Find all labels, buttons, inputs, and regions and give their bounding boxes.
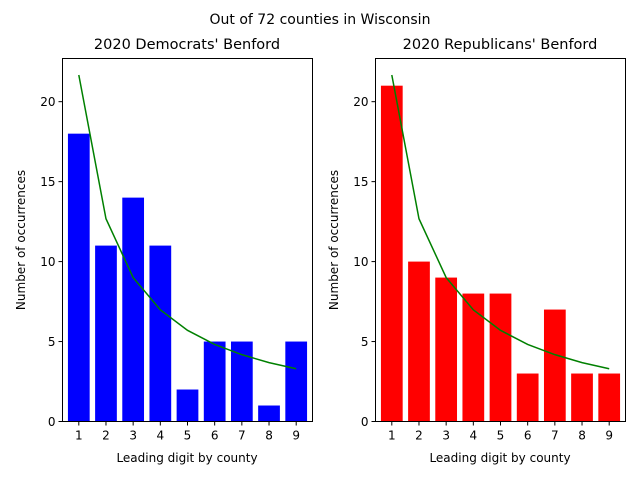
republicans-xtick-label-5: 5: [497, 429, 505, 443]
democrats-ytick-label-15: 15: [40, 175, 55, 189]
figure-suptitle: Out of 72 counties in Wisconsin: [210, 12, 431, 28]
republicans-bar-3: [435, 277, 458, 422]
democrats-title: 2020 Democrats' Benford: [94, 37, 280, 53]
democrats-ytick-label-0: 0: [48, 415, 56, 429]
republicans-plot-frame: [375, 58, 626, 422]
republicans-x-axis: 1 2 3 4 5 6 7 8 9: [388, 421, 613, 443]
democrats-panel: 2020 Democrats' Benford Leading digit by…: [14, 37, 313, 465]
democrats-xtick-label-2: 2: [102, 429, 110, 443]
republicans-bar-7: [543, 309, 566, 422]
democrats-xtick-label-6: 6: [211, 429, 219, 443]
republicans-panel: 2020 Republicans' Benford Leading digit …: [327, 37, 626, 465]
democrats-bars: [67, 133, 308, 422]
republicans-xtick-label-4: 4: [470, 429, 478, 443]
democrats-ytick-label-5: 5: [48, 335, 56, 349]
republicans-y-axis: 0 5 10 15 20: [353, 95, 376, 429]
republicans-ytick-label-15: 15: [353, 175, 368, 189]
democrats-xtick-label-3: 3: [129, 429, 137, 443]
democrats-xtick-label-9: 9: [292, 429, 300, 443]
democrats-bar-4: [149, 245, 172, 422]
republicans-bar-8: [571, 373, 593, 422]
republicans-bar-1: [380, 85, 403, 422]
republicans-ytick-label-20: 20: [353, 95, 368, 109]
democrats-xtick-label-7: 7: [238, 429, 246, 443]
republicans-ylabel: Number of occurrences: [327, 170, 341, 310]
republicans-bar-6: [516, 373, 539, 422]
democrats-bar-3: [122, 197, 145, 422]
democrats-bar-6: [203, 341, 226, 422]
republicans-bar-4: [462, 293, 485, 422]
republicans-xtick-label-3: 3: [442, 429, 450, 443]
democrats-y-axis: 0 5 10 15 20: [40, 95, 63, 429]
republicans-ytick-label-10: 10: [353, 255, 368, 269]
democrats-bar-8: [258, 405, 280, 422]
democrats-x-axis: 1 2 3 4 5 6 7 8 9: [75, 421, 300, 443]
republicans-xtick-label-1: 1: [388, 429, 396, 443]
republicans-benford-polyline: [391, 74, 610, 370]
republicans-bars: [380, 85, 621, 422]
democrats-bar-7: [230, 341, 253, 422]
democrats-plot-frame: [62, 58, 313, 422]
democrats-benford-polyline: [78, 74, 297, 370]
republicans-xtick-label-6: 6: [524, 429, 532, 443]
republicans-bar-9: [598, 373, 621, 422]
republicans-xtick-label-8: 8: [578, 429, 586, 443]
republicans-xtick-label-9: 9: [605, 429, 613, 443]
democrats-xlabel: Leading digit by county: [116, 451, 257, 465]
democrats-xtick-label-4: 4: [157, 429, 165, 443]
republicans-title: 2020 Republicans' Benford: [403, 37, 598, 53]
democrats-bar-1: [67, 133, 90, 422]
republicans-benford-line: [391, 74, 610, 370]
republicans-xtick-label-7: 7: [551, 429, 559, 443]
democrats-xtick-label-8: 8: [265, 429, 273, 443]
democrats-ytick-label-10: 10: [40, 255, 55, 269]
republicans-xtick-label-2: 2: [415, 429, 423, 443]
democrats-ylabel: Number of occurrences: [14, 170, 28, 310]
democrats-ytick-label-20: 20: [40, 95, 55, 109]
democrats-xtick-label-5: 5: [184, 429, 192, 443]
democrats-bar-2: [95, 245, 117, 422]
democrats-bar-9: [285, 341, 308, 422]
republicans-bar-5: [489, 293, 512, 422]
democrats-benford-line: [78, 74, 297, 370]
republicans-ytick-label-5: 5: [361, 335, 369, 349]
republicans-bar-2: [408, 261, 430, 422]
republicans-ytick-label-0: 0: [361, 415, 369, 429]
democrats-bar-5: [176, 389, 199, 422]
republicans-xlabel: Leading digit by county: [429, 451, 570, 465]
democrats-xtick-label-1: 1: [75, 429, 83, 443]
